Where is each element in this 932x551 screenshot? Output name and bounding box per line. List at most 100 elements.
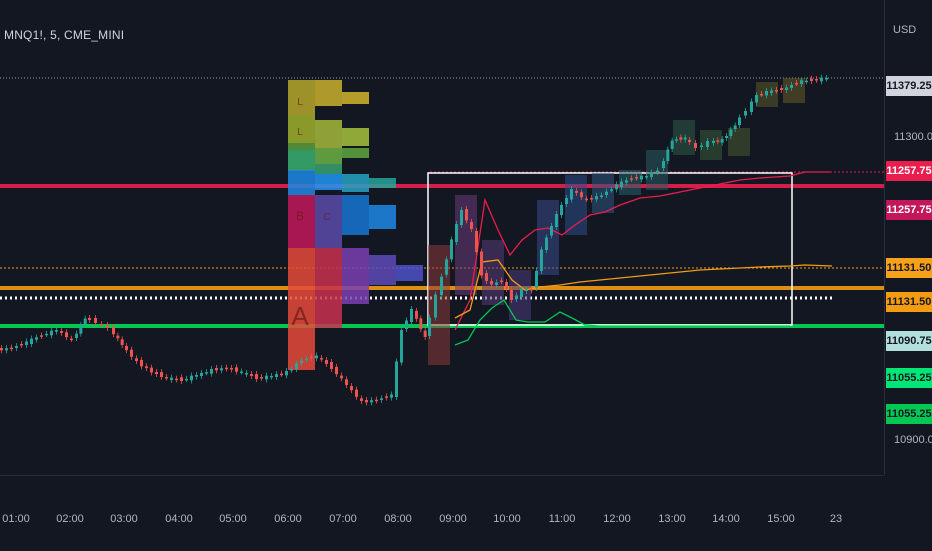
candle-body bbox=[565, 198, 568, 204]
candle-body bbox=[720, 139, 724, 143]
candle-body bbox=[125, 346, 128, 351]
candle-body bbox=[688, 140, 691, 142]
profile-block bbox=[288, 80, 315, 115]
candle-body bbox=[570, 189, 573, 200]
candle-body bbox=[210, 369, 213, 374]
candle-body bbox=[679, 137, 683, 140]
candle-body bbox=[88, 318, 91, 320]
candle-body bbox=[195, 375, 198, 377]
candle-body bbox=[560, 205, 563, 215]
candle-body bbox=[395, 361, 398, 397]
price-axis[interactable] bbox=[884, 0, 932, 475]
candle-body bbox=[744, 111, 747, 116]
candle-body bbox=[530, 289, 533, 291]
candle-body bbox=[240, 371, 243, 373]
candle-body bbox=[45, 333, 48, 336]
candle-body bbox=[595, 196, 598, 200]
candle-body bbox=[515, 295, 518, 299]
candle-body bbox=[165, 377, 168, 379]
candle-body bbox=[235, 367, 238, 372]
candle-body bbox=[683, 137, 687, 140]
candle-body bbox=[175, 378, 178, 381]
candle-body bbox=[300, 360, 303, 363]
candle-body bbox=[285, 371, 288, 376]
candle-body bbox=[795, 83, 798, 85]
candle-body bbox=[428, 317, 431, 336]
profile-block bbox=[315, 80, 342, 106]
symbol-title[interactable]: MNQ1!, 5, CME_MINI bbox=[4, 28, 125, 42]
session-box bbox=[728, 128, 750, 156]
tpo-letter: L bbox=[297, 127, 303, 138]
candle-body bbox=[245, 373, 248, 375]
candle-body bbox=[650, 172, 653, 177]
candle-body bbox=[280, 373, 283, 376]
candle-body bbox=[60, 331, 63, 333]
candle-body bbox=[780, 88, 783, 90]
candle-body bbox=[475, 231, 478, 252]
candle-body bbox=[190, 375, 193, 381]
profile-block bbox=[288, 115, 315, 143]
profile-block bbox=[288, 150, 315, 170]
candle-body bbox=[510, 290, 513, 300]
candle-body bbox=[656, 170, 659, 172]
profile-block bbox=[288, 195, 315, 248]
candle-body bbox=[94, 318, 97, 323]
tpo-letter: A bbox=[291, 301, 309, 331]
profile-block bbox=[288, 170, 315, 195]
candle-body bbox=[340, 375, 343, 379]
candle-body bbox=[775, 90, 778, 92]
currency-label[interactable]: USD bbox=[893, 24, 917, 36]
candle-body bbox=[79, 324, 83, 334]
candle-body bbox=[495, 282, 498, 285]
candle-body bbox=[160, 372, 163, 377]
profile-block bbox=[315, 195, 342, 248]
profile-block bbox=[315, 164, 342, 174]
candle-body bbox=[716, 140, 720, 142]
candle-body bbox=[140, 360, 143, 367]
profile-block bbox=[369, 205, 396, 229]
candle-body bbox=[535, 271, 538, 288]
candle-body bbox=[100, 324, 103, 326]
candle-body bbox=[555, 214, 558, 227]
candle-body bbox=[470, 222, 473, 229]
session-box bbox=[646, 150, 668, 190]
candle-body bbox=[480, 251, 483, 276]
candle-body bbox=[423, 330, 427, 337]
candle-body bbox=[815, 79, 818, 81]
candle-body bbox=[380, 398, 383, 400]
candle-body bbox=[615, 184, 618, 190]
candle-body bbox=[345, 379, 348, 385]
candle-body bbox=[55, 330, 58, 332]
candle-body bbox=[610, 189, 613, 191]
candle-body bbox=[670, 140, 674, 149]
candle-body bbox=[729, 129, 733, 136]
candle-body bbox=[700, 145, 703, 147]
profile-block bbox=[315, 148, 342, 164]
candle-body bbox=[625, 180, 628, 183]
lower-band-line bbox=[454, 299, 790, 346]
profile-block bbox=[342, 174, 369, 192]
candle-body bbox=[315, 355, 318, 359]
mid-band-line bbox=[454, 259, 833, 319]
candle-body bbox=[295, 363, 298, 369]
candle-body bbox=[25, 341, 28, 345]
candle-body bbox=[520, 289, 523, 297]
candle-body bbox=[485, 273, 488, 281]
candle-body bbox=[630, 178, 633, 180]
candle-body bbox=[440, 276, 443, 295]
candle-body bbox=[0, 348, 3, 351]
profile-block bbox=[342, 248, 369, 304]
candle-body bbox=[15, 346, 18, 348]
candle-body bbox=[40, 335, 43, 337]
candle-body bbox=[810, 78, 813, 81]
profile-block bbox=[315, 248, 342, 328]
candle-body bbox=[270, 376, 273, 378]
candle-body bbox=[350, 386, 353, 391]
candle-body bbox=[50, 330, 53, 336]
session-box bbox=[619, 170, 641, 195]
candle-body bbox=[365, 400, 368, 403]
time-axis[interactable] bbox=[0, 475, 884, 551]
candle-body bbox=[120, 339, 124, 345]
